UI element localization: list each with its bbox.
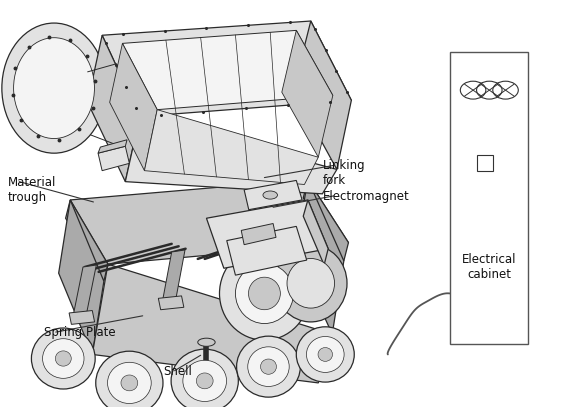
Polygon shape [295, 180, 344, 334]
Ellipse shape [96, 351, 163, 408]
Ellipse shape [121, 375, 138, 391]
Polygon shape [241, 224, 276, 245]
Polygon shape [278, 239, 295, 287]
Ellipse shape [287, 259, 335, 308]
Polygon shape [59, 200, 104, 355]
Ellipse shape [42, 339, 84, 378]
Bar [476, 155, 493, 171]
Polygon shape [92, 264, 332, 383]
Polygon shape [123, 30, 333, 110]
Polygon shape [227, 226, 307, 275]
Text: Linking
fork: Linking fork [322, 159, 365, 187]
Polygon shape [88, 35, 140, 182]
Polygon shape [159, 296, 184, 310]
Ellipse shape [171, 349, 238, 408]
Polygon shape [69, 310, 95, 324]
Polygon shape [244, 180, 302, 210]
Polygon shape [98, 140, 127, 153]
Polygon shape [98, 146, 130, 171]
Ellipse shape [183, 360, 227, 401]
Polygon shape [293, 21, 352, 169]
Polygon shape [163, 250, 185, 302]
Polygon shape [145, 110, 318, 184]
Ellipse shape [318, 348, 332, 361]
Ellipse shape [249, 277, 281, 310]
Ellipse shape [296, 327, 354, 382]
Ellipse shape [235, 264, 293, 324]
Polygon shape [303, 180, 349, 261]
Polygon shape [102, 21, 352, 117]
Ellipse shape [248, 347, 289, 386]
Ellipse shape [2, 23, 106, 153]
Ellipse shape [263, 191, 278, 199]
Text: Electrical
cabinet: Electrical cabinet [462, 253, 517, 281]
Ellipse shape [55, 351, 71, 366]
Ellipse shape [220, 247, 309, 340]
Text: Spring Plate: Spring Plate [44, 326, 116, 339]
Text: Material
trough: Material trough [8, 175, 56, 204]
Ellipse shape [275, 245, 347, 322]
Ellipse shape [31, 328, 95, 389]
Ellipse shape [236, 336, 300, 397]
Polygon shape [73, 265, 96, 316]
Polygon shape [303, 200, 328, 265]
Polygon shape [110, 43, 157, 171]
Polygon shape [282, 30, 333, 157]
Ellipse shape [196, 373, 213, 389]
Text: Electromagnet: Electromagnet [322, 190, 409, 203]
Ellipse shape [107, 362, 151, 404]
Ellipse shape [198, 338, 215, 346]
Bar [450, 51, 528, 344]
Polygon shape [66, 200, 108, 281]
Ellipse shape [13, 38, 95, 139]
Polygon shape [125, 117, 337, 194]
Text: Shell: Shell [163, 365, 192, 378]
Ellipse shape [306, 337, 344, 373]
Polygon shape [70, 180, 349, 264]
Polygon shape [206, 200, 328, 268]
Ellipse shape [260, 359, 277, 374]
